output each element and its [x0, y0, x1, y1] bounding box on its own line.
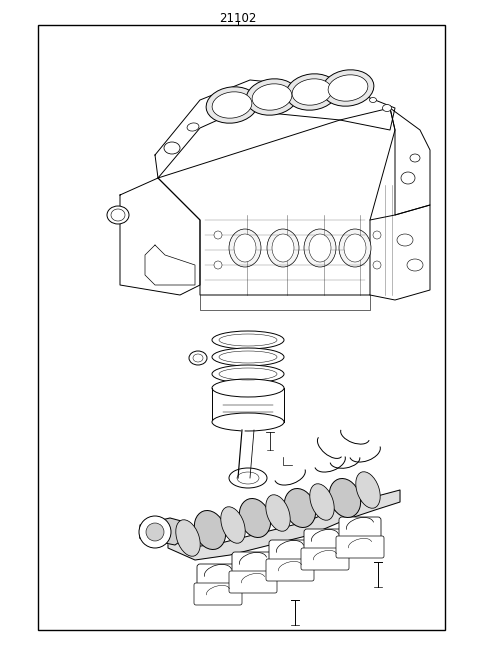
Ellipse shape	[187, 123, 199, 131]
Ellipse shape	[212, 331, 284, 349]
Polygon shape	[140, 518, 185, 545]
Ellipse shape	[322, 70, 374, 106]
FancyBboxPatch shape	[194, 583, 242, 605]
Ellipse shape	[328, 75, 368, 101]
FancyBboxPatch shape	[269, 540, 311, 570]
FancyBboxPatch shape	[339, 517, 381, 547]
Ellipse shape	[107, 206, 129, 224]
Ellipse shape	[229, 468, 267, 488]
Ellipse shape	[212, 365, 284, 383]
Ellipse shape	[292, 79, 332, 105]
Ellipse shape	[252, 84, 292, 110]
Ellipse shape	[310, 484, 334, 520]
Polygon shape	[155, 80, 395, 178]
Ellipse shape	[229, 229, 261, 267]
Polygon shape	[168, 490, 400, 560]
Ellipse shape	[410, 154, 420, 162]
Circle shape	[139, 516, 171, 548]
Ellipse shape	[407, 259, 423, 271]
Ellipse shape	[272, 234, 294, 262]
FancyBboxPatch shape	[232, 552, 274, 582]
FancyBboxPatch shape	[304, 529, 346, 559]
Ellipse shape	[189, 351, 207, 365]
Ellipse shape	[329, 478, 360, 518]
Ellipse shape	[266, 495, 290, 532]
FancyBboxPatch shape	[301, 548, 349, 570]
Ellipse shape	[309, 234, 331, 262]
Polygon shape	[158, 108, 395, 295]
Circle shape	[214, 231, 222, 239]
Ellipse shape	[164, 142, 180, 154]
Circle shape	[146, 523, 164, 541]
Ellipse shape	[246, 79, 298, 115]
Polygon shape	[120, 178, 200, 295]
FancyBboxPatch shape	[197, 564, 239, 594]
Ellipse shape	[304, 229, 336, 267]
FancyBboxPatch shape	[336, 536, 384, 558]
Ellipse shape	[286, 74, 338, 110]
Ellipse shape	[284, 489, 316, 528]
Ellipse shape	[383, 104, 392, 112]
Ellipse shape	[356, 472, 380, 509]
Circle shape	[373, 261, 381, 269]
Circle shape	[373, 231, 381, 239]
Polygon shape	[390, 108, 430, 215]
Ellipse shape	[344, 234, 366, 262]
Polygon shape	[238, 430, 244, 478]
Ellipse shape	[176, 520, 200, 556]
Ellipse shape	[401, 172, 415, 184]
Ellipse shape	[212, 348, 284, 366]
Bar	[38, 25, 445, 630]
Ellipse shape	[397, 234, 413, 246]
Polygon shape	[145, 245, 195, 285]
Polygon shape	[370, 205, 430, 300]
Ellipse shape	[212, 413, 284, 431]
Ellipse shape	[267, 229, 299, 267]
Ellipse shape	[212, 92, 252, 118]
Ellipse shape	[234, 234, 256, 262]
Ellipse shape	[370, 97, 376, 102]
Ellipse shape	[206, 87, 258, 124]
Circle shape	[214, 261, 222, 269]
Ellipse shape	[212, 379, 284, 397]
Ellipse shape	[240, 499, 271, 537]
Ellipse shape	[194, 510, 226, 549]
FancyBboxPatch shape	[266, 559, 314, 581]
Ellipse shape	[339, 229, 371, 267]
Text: 21102: 21102	[219, 12, 257, 24]
FancyBboxPatch shape	[229, 571, 277, 593]
Ellipse shape	[221, 507, 245, 543]
Polygon shape	[200, 295, 370, 310]
